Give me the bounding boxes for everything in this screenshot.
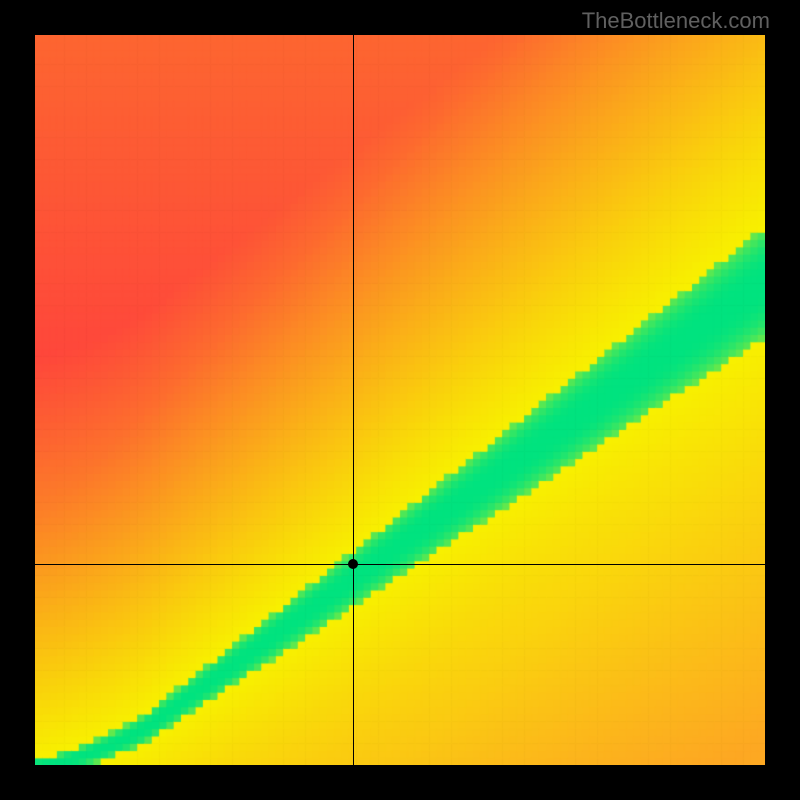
crosshair-horizontal bbox=[35, 564, 765, 565]
heatmap-canvas bbox=[35, 35, 765, 765]
heatmap-plot bbox=[35, 35, 765, 765]
data-point-marker bbox=[348, 559, 358, 569]
crosshair-vertical bbox=[353, 35, 354, 765]
watermark-text: TheBottleneck.com bbox=[582, 8, 770, 34]
